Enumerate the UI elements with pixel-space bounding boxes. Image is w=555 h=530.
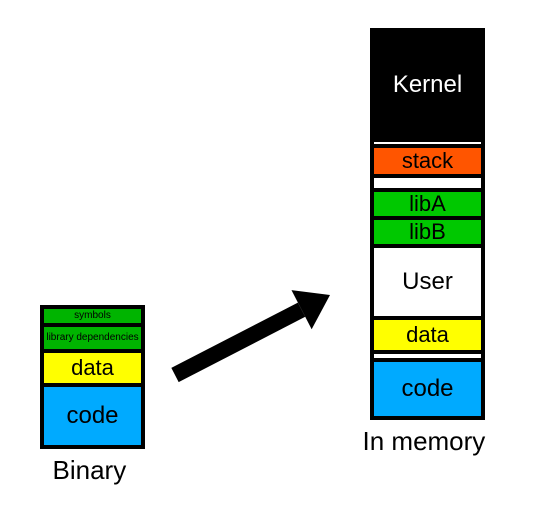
arrow-icon: [0, 0, 555, 530]
